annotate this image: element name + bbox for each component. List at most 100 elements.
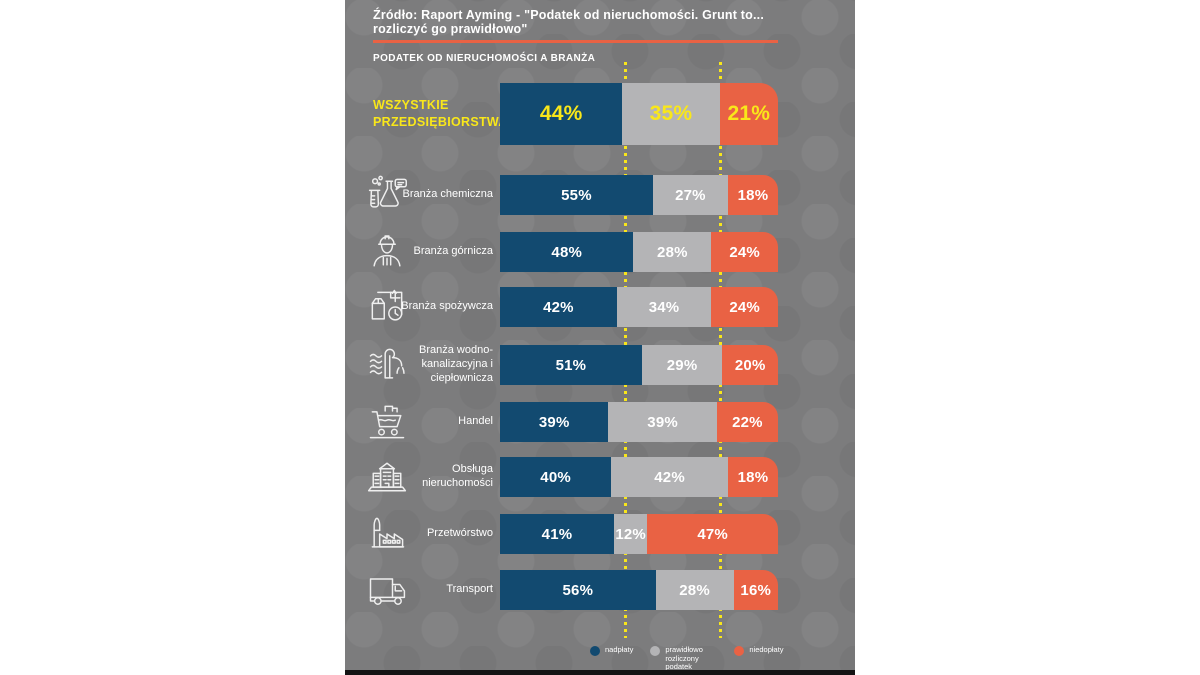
chart-row: Branża wodno-kanalizacyjna i ciepłownicz… bbox=[345, 344, 855, 385]
legend-item: niedopłaty bbox=[734, 645, 784, 656]
factory-icon bbox=[362, 514, 412, 554]
chart-legend: nadpłaty prawidłowo rozliczony podatek nie… bbox=[590, 645, 784, 672]
stacked-bar: 41% 12% 47% bbox=[500, 514, 778, 554]
chart-title: PODATEK OD NIERUCHOMOŚCI A BRANŻA bbox=[373, 53, 596, 64]
bar-segment-prawidlowo-rozliczony-podatek: 34% bbox=[616, 287, 712, 327]
chart-row: Handel 39% 39% 22% bbox=[345, 402, 855, 442]
segment-value: 29% bbox=[666, 356, 698, 374]
chemistry-icon bbox=[362, 175, 412, 215]
bar-segment-nadplaty: 56% bbox=[500, 570, 656, 610]
segment-value: 18% bbox=[737, 186, 769, 204]
bar-segment-prawidlowo-rozliczony-podatek: 28% bbox=[633, 232, 712, 272]
bar-segment-nadplaty: 41% bbox=[500, 514, 614, 554]
segment-value: 34% bbox=[648, 298, 680, 316]
infographic-panel: Źródło: Raport Ayming - "Podatek od nier… bbox=[345, 0, 855, 675]
divider-line bbox=[373, 40, 778, 43]
bar-segment-prawidlowo-rozliczony-podatek: 29% bbox=[641, 345, 723, 385]
segment-value: 55% bbox=[561, 186, 592, 204]
legend-label: nadpłaty bbox=[605, 645, 634, 654]
bar-segment-niedoplaty: 16% bbox=[733, 570, 778, 610]
bar-segment-nadplaty: 40% bbox=[500, 457, 612, 497]
truck-icon bbox=[362, 570, 412, 610]
bar-segment-nadplaty: 48% bbox=[500, 232, 634, 272]
bar-segment-nadplaty: 55% bbox=[500, 175, 653, 215]
stacked-bar: 51% 29% 20% bbox=[500, 345, 778, 385]
row-label: Branża górnicza bbox=[413, 245, 494, 258]
bar-segment-nadplaty: 44% bbox=[500, 83, 623, 145]
segment-value: 51% bbox=[555, 356, 587, 374]
segment-value: 44% bbox=[539, 102, 583, 125]
bar-segment-prawidlowo-rozliczony-podatek: 27% bbox=[652, 175, 728, 215]
segment-value: 20% bbox=[734, 356, 766, 374]
source-title: Źródło: Raport Ayming - "Podatek od nier… bbox=[373, 8, 765, 36]
water-icon bbox=[362, 345, 412, 385]
segment-value: 22% bbox=[732, 413, 763, 431]
segment-value: 12% bbox=[615, 525, 646, 543]
bar-segment-niedoplaty: 18% bbox=[727, 175, 778, 215]
stacked-bar: 42% 34% 24% bbox=[500, 287, 778, 327]
legend-dot bbox=[734, 646, 745, 656]
segment-value: 35% bbox=[649, 102, 693, 125]
chart-row: Transport 56% 28% 16% bbox=[345, 570, 855, 610]
bar-segment-nadplaty: 51% bbox=[500, 345, 642, 385]
segment-value: 42% bbox=[654, 468, 685, 486]
segment-value: 16% bbox=[740, 581, 772, 599]
chart-row: Branża spożywcza 42% 34% 24% bbox=[345, 287, 855, 327]
row-label: Branża spożywcza bbox=[401, 300, 493, 313]
cart-icon bbox=[362, 402, 412, 442]
segment-value: 27% bbox=[675, 186, 706, 204]
segment-value: 48% bbox=[551, 243, 583, 261]
segment-value: 24% bbox=[729, 243, 760, 261]
miner-icon bbox=[362, 232, 412, 272]
bar-segment-prawidlowo-rozliczony-podatek: 28% bbox=[655, 570, 734, 610]
bar-segment-prawidlowo-rozliczony-podatek: 42% bbox=[611, 457, 728, 497]
row-label: WSZYSTKIE PRZEDSIĘBIORSTWA bbox=[373, 98, 508, 129]
segment-value: 21% bbox=[727, 102, 771, 125]
bar-segment-prawidlowo-rozliczony-podatek: 39% bbox=[608, 402, 717, 442]
bar-segment-prawidlowo-rozliczony-podatek: 12% bbox=[613, 514, 648, 554]
bottom-strip bbox=[345, 670, 855, 675]
bar-segment-niedoplaty: 24% bbox=[711, 287, 778, 327]
row-label: Obsługa nieruchomości bbox=[422, 463, 493, 489]
segment-value: 40% bbox=[540, 468, 571, 486]
chart-row: Branża górnicza 48% 28% 24% bbox=[345, 232, 855, 272]
bar-segment-niedoplaty: 21% bbox=[719, 83, 778, 145]
segment-value: 28% bbox=[657, 243, 688, 261]
legend-label: niedopłaty bbox=[749, 645, 784, 654]
segment-value: 42% bbox=[543, 298, 574, 316]
segment-value: 39% bbox=[647, 413, 678, 431]
bar-segment-nadplaty: 39% bbox=[500, 402, 609, 442]
row-label: Branża wodno-kanalizacyjna i ciepłownicz… bbox=[419, 344, 493, 384]
legend-item: nadpłaty bbox=[590, 645, 634, 656]
segment-value: 47% bbox=[697, 525, 728, 543]
chart-row: Branża chemiczna 55% 27% 18% bbox=[345, 175, 855, 215]
stacked-bar: 44% 35% 21% bbox=[500, 83, 778, 145]
stacked-bar: 48% 28% 24% bbox=[500, 232, 778, 272]
segment-value: 41% bbox=[541, 525, 573, 543]
row-label: Przetwórstwo bbox=[426, 527, 493, 540]
stacked-bar: 56% 28% 16% bbox=[500, 570, 778, 610]
legend-dot bbox=[590, 646, 600, 656]
row-label: Branża chemiczna bbox=[402, 188, 494, 201]
chart-row: Obsługa nieruchomości 40% 42% 18% bbox=[345, 457, 855, 497]
segment-value: 24% bbox=[729, 298, 760, 316]
stacked-bar: 39% 39% 22% bbox=[500, 402, 778, 442]
bar-segment-niedoplaty: 24% bbox=[711, 232, 778, 272]
segment-value: 39% bbox=[538, 413, 570, 431]
legend-item: prawidłowo rozliczony podatek bbox=[650, 645, 717, 672]
legend-dot bbox=[650, 646, 661, 656]
food-icon bbox=[362, 287, 412, 327]
bar-segment-nadplaty: 42% bbox=[500, 287, 617, 327]
chart-row: Przetwórstwo 41% 12% 47% bbox=[345, 514, 855, 554]
segment-value: 18% bbox=[737, 468, 769, 486]
segment-value: 56% bbox=[562, 581, 594, 599]
row-label: Handel bbox=[458, 415, 493, 428]
legend-label: prawidłowo rozliczony podatek bbox=[665, 645, 703, 672]
row-label: Transport bbox=[446, 583, 493, 596]
stacked-bar: 40% 42% 18% bbox=[500, 457, 778, 497]
bar-segment-prawidlowo-rozliczony-podatek: 35% bbox=[622, 83, 720, 145]
stacked-bar: 55% 27% 18% bbox=[500, 175, 778, 215]
chart-row: WSZYSTKIE PRZEDSIĘBIORSTWA 44% 35% 21% bbox=[345, 83, 855, 145]
bar-segment-niedoplaty: 47% bbox=[647, 514, 778, 554]
